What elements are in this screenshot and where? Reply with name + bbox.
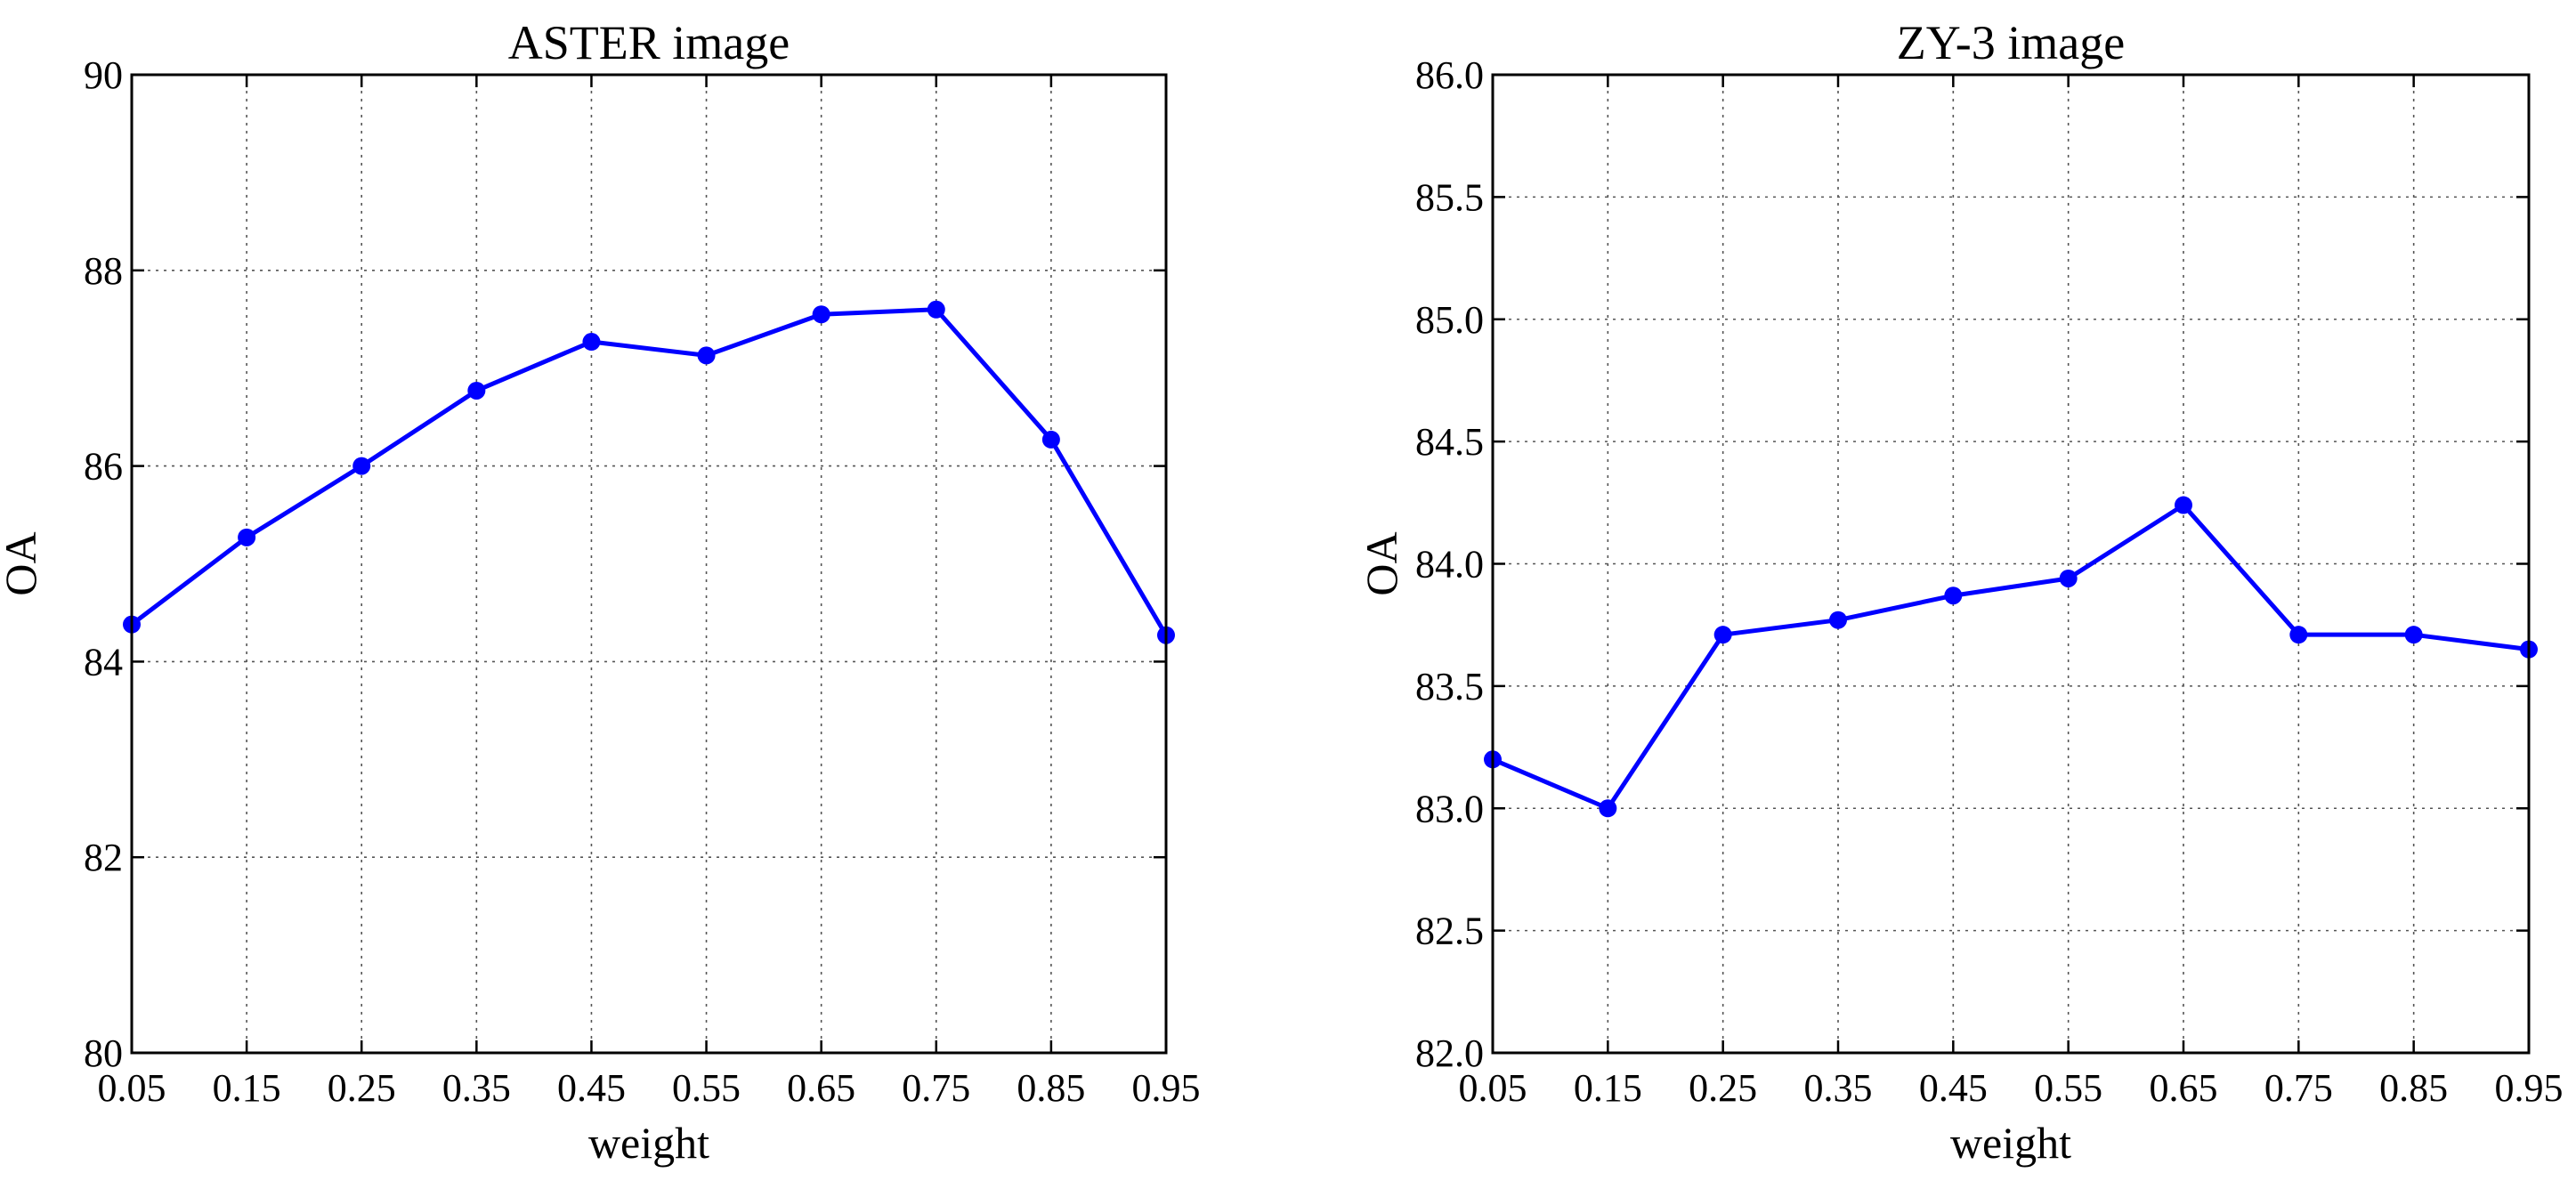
y-tick-label: 84.5 [1415,420,1484,464]
y-tick-label: 90 [84,53,123,97]
x-tick-label: 0.25 [1689,1066,1757,1110]
data-point [1829,611,1847,629]
x-tick-label: 0.85 [2379,1066,2448,1110]
chart-zy3: 0.05 0.15 0.25 0.35 0.45 0.55 0.65 0.75 0.85 0.95… [1357,16,2564,1168]
data-point [2175,496,2192,514]
x-axis-label: weight [588,1118,709,1168]
data-point [2059,569,2078,587]
y-tick-label: 84 [84,640,123,684]
x-tick-label: 0.05 [98,1066,166,1110]
y-tick-label: 86 [84,445,123,489]
y-tick-label: 80 [84,1031,123,1075]
y-tick-label: 82.5 [1415,910,1484,953]
y-tick-label: 88 [84,249,123,293]
data-point [1944,586,1963,605]
y-tick-label: 82 [84,836,123,879]
data-point [2289,626,2308,644]
x-tick-label: 0.15 [213,1066,281,1110]
data-point [352,457,371,475]
data-point [467,381,486,400]
chart-aster: 0.05 0.15 0.25 0.35 0.45 0.55 0.65 0.75 0.85 0.95… [0,16,1201,1168]
x-tick-label: 0.65 [2150,1066,2218,1110]
x-tick-label: 0.85 [1017,1066,1085,1110]
y-axis-label: OA [0,531,45,595]
data-point [697,346,716,365]
x-tick-label: 0.95 [1132,1066,1201,1110]
x-tick-label: 0.75 [902,1066,970,1110]
x-tick-label: 0.75 [2264,1066,2333,1110]
chart-title: ZY-3 image [1897,16,2125,69]
x-axis-label: weight [1950,1118,2071,1168]
x-tick-label: 0.25 [328,1066,396,1110]
data-point [927,300,945,319]
x-tick-label: 0.35 [1804,1066,1873,1110]
x-tick-label: 0.15 [1574,1066,1642,1110]
x-tick-label: 0.55 [672,1066,741,1110]
x-tick-label: 0.55 [2034,1066,2102,1110]
y-tick-label: 86.0 [1415,53,1484,97]
plot-frame [130,73,1168,1055]
y-tick-label: 83.5 [1415,665,1484,708]
y-tick-label: 82.0 [1415,1031,1484,1075]
x-tick-label: 0.05 [1459,1066,1527,1110]
data-point [2404,626,2423,644]
data-point [1713,626,1732,644]
y-tick-label: 84.0 [1415,543,1484,586]
plot-frame [1491,73,2531,1055]
x-tick-label: 0.45 [1919,1066,1988,1110]
data-point [1599,799,1617,818]
data-point [582,333,601,352]
data-point [1041,430,1060,449]
x-tick-label: 0.95 [2495,1066,2564,1110]
x-tick-label: 0.45 [557,1066,626,1110]
series-line [130,307,1169,636]
data-point [238,528,256,546]
y-tick-label: 85.0 [1415,298,1484,342]
data-point [812,305,830,324]
y-axis-label: OA [1357,531,1406,595]
chart-title: ASTER image [508,16,790,69]
y-tick-label: 83.0 [1415,787,1484,830]
x-tick-label: 0.65 [787,1066,855,1110]
series-line [1492,503,2530,811]
y-tick-label: 85.5 [1415,175,1484,219]
x-tick-label: 0.35 [442,1066,511,1110]
